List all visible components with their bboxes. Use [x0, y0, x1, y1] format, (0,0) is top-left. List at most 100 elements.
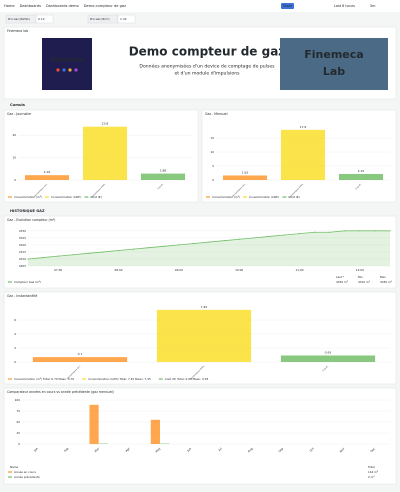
legend-entry: Consommation (kWh): [51, 195, 81, 199]
legend-detail: Total: 0.93 Mean: 0.93: [176, 377, 208, 381]
legend-header: Name: [10, 465, 19, 469]
y-tick-label: 4330: [19, 229, 26, 233]
legend-swatch: [84, 196, 88, 197]
y-tick-label: 4325: [19, 236, 26, 240]
bar: [281, 130, 325, 180]
y-tick-label: 5: [212, 164, 214, 168]
value-label: 2.15: [358, 169, 365, 173]
legend-entry: Consommation (m³): [14, 377, 42, 381]
bar: [281, 355, 375, 362]
legend-stat: 4330 m³: [336, 280, 348, 284]
legend-entry: Coût (€): [288, 195, 299, 199]
y-tick-label: 0: [14, 360, 16, 364]
refresh[interactable]: 5m: [370, 4, 376, 8]
legend-swatch: [8, 476, 12, 477]
point: [269, 236, 270, 237]
legend-entry: Consommation (m³): [14, 195, 42, 199]
legend-swatch: [8, 196, 12, 197]
panel-title: Gaz - Evolution compteur (m³): [7, 218, 55, 222]
panel-title: Gaz - Journalier: [7, 112, 32, 116]
logo-left: [42, 38, 92, 90]
panel: [4, 388, 396, 484]
row-title[interactable]: Cumuls: [10, 103, 25, 107]
legend-swatch: [8, 471, 12, 472]
panel-title: Comparateur années en cours vs année pré…: [7, 390, 114, 394]
y-tick-label: 50: [16, 420, 20, 424]
legend-entry: Année en cours: [14, 470, 36, 474]
legend-swatch: [159, 378, 163, 379]
y-tick-label: 25: [16, 431, 20, 435]
point: [284, 234, 285, 235]
legend-entry: Consommation (m³): [212, 195, 240, 199]
legend-detail: Total: 7.45 Mean: 7.45: [119, 377, 151, 381]
y-tick-label: 4310: [19, 257, 26, 261]
breadcrumb[interactable]: Demo compteur de gaz: [84, 4, 126, 8]
bar: [83, 127, 127, 180]
point: [148, 247, 149, 248]
y-tick-label: 2: [14, 346, 16, 350]
legend-entry: Année précédente: [14, 475, 40, 479]
x-tick-label: 12:00: [356, 268, 364, 272]
bar: [141, 174, 185, 180]
bar: [89, 405, 98, 444]
panel-title: Gaz - Mensuel: [205, 112, 228, 116]
time-range[interactable]: Last 6 hours: [334, 4, 355, 8]
y-tick-label: 4315: [19, 250, 26, 254]
point: [344, 230, 345, 231]
legend-swatch: [206, 196, 210, 197]
y-tick-label: 0: [14, 178, 16, 182]
point: [163, 246, 164, 247]
y-tick-label: 0: [212, 178, 214, 182]
y-tick-label: 20: [12, 133, 16, 137]
legend-header[interactable]: Total: [367, 465, 375, 469]
legend-entry: Coût (€): [90, 195, 101, 199]
logo-right-text: Finemeca: [304, 48, 363, 61]
legend-header[interactable]: Last *: [336, 275, 345, 279]
legend-stat: 4310 m³: [358, 280, 370, 284]
y-tick-label: 0: [18, 442, 20, 446]
point: [118, 250, 119, 251]
variable-label: Prix Gaz (€/kWh): [8, 17, 30, 21]
logo-dot: [56, 68, 59, 71]
point: [193, 243, 194, 244]
point: [299, 233, 300, 234]
point: [208, 241, 209, 242]
bar: [151, 420, 160, 444]
panel-title: Finemeca lab: [7, 29, 28, 33]
bar: [33, 357, 127, 362]
point: [103, 251, 104, 252]
point: [223, 240, 224, 241]
row-title[interactable]: HISTORIQUE GAZ: [10, 209, 45, 213]
value-label: 0.93: [325, 350, 332, 354]
x-tick-label: 09:00: [175, 268, 183, 272]
share-label: Share: [283, 4, 292, 8]
legend-entry: Compteur Gaz (m³): [14, 280, 41, 284]
point: [254, 237, 255, 238]
variable-value: 1.32: [120, 17, 127, 21]
y-tick-label: 4320: [19, 243, 26, 247]
y-tick-label: 100: [15, 398, 21, 402]
breadcrumb[interactable]: Dashboards demo: [46, 4, 79, 8]
banner-title: Demo compteur de gaz: [129, 45, 286, 59]
y-tick-label: 10: [12, 156, 16, 160]
value-label: 0.7: [78, 352, 83, 356]
legend-swatch: [45, 196, 49, 197]
legend-header[interactable]: Max: [380, 275, 386, 279]
value-label: 7.45: [201, 305, 208, 309]
legend-header[interactable]: Min: [358, 275, 363, 279]
bar: [223, 175, 267, 180]
bar: [339, 174, 383, 180]
y-tick-label: 6: [14, 318, 16, 322]
legend-swatch: [282, 196, 286, 197]
point: [329, 232, 330, 233]
point: [88, 253, 89, 254]
breadcrumb[interactable]: Dashboards: [20, 4, 41, 8]
legend-entry: Consommation (kWh): [88, 377, 118, 381]
logo-right: [280, 38, 388, 90]
breadcrumb[interactable]: Home: [4, 4, 15, 8]
banner-subtitle: Données anonymisées d'un device de compt…: [139, 63, 275, 70]
point: [178, 244, 179, 245]
variable-value: 0.12: [38, 17, 45, 21]
